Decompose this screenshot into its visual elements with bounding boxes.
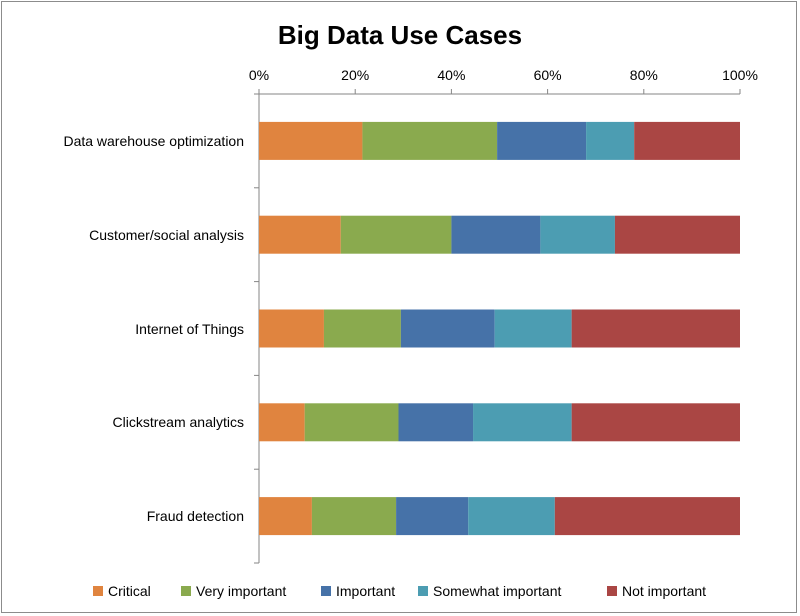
bar-segment-not-important: [614, 215, 740, 254]
legend-item: Somewhat important: [418, 583, 561, 599]
bar-segment-critical: [259, 215, 341, 254]
category-label: Clickstream analytics: [112, 414, 244, 431]
category-label: Fraud detection: [146, 508, 244, 525]
x-tick-label: 20%: [341, 67, 370, 83]
category-label: Data warehouse optimization: [63, 132, 244, 149]
legend-item: Important: [321, 583, 395, 599]
bar-segment-somewhat-important: [494, 309, 572, 348]
bar-segment-not-important: [634, 121, 740, 160]
bar-segment-somewhat-important: [586, 121, 635, 160]
x-tick-label: 100%: [722, 67, 758, 83]
x-tick-label: 60%: [533, 67, 562, 83]
legend-label: Somewhat important: [433, 583, 562, 599]
bar-segment-somewhat-important: [468, 497, 555, 536]
chart-title: Big Data Use Cases: [277, 20, 523, 50]
category-label: Customer/social analysis: [89, 226, 244, 243]
x-tick-label: 80%: [629, 67, 658, 83]
bar-segment-very-important: [323, 309, 401, 348]
bar-segment-important: [451, 215, 541, 254]
category-label: Internet of Things: [135, 320, 244, 337]
bar-segment-critical: [259, 403, 305, 442]
bar-segment-critical: [259, 497, 312, 536]
legend-label: Not important: [622, 583, 707, 599]
bar-segment-not-important: [554, 497, 740, 536]
x-tick-label: 40%: [437, 67, 466, 83]
legend-swatch: [607, 586, 617, 596]
legend-item: Very important: [181, 583, 286, 599]
bar-segment-not-important: [571, 309, 740, 348]
bar-segment-critical: [259, 121, 363, 160]
bar-segment-not-important: [571, 403, 740, 442]
bar-segment-very-important: [311, 497, 397, 536]
legend: Critical Very important Important Somewhat …: [0, 583, 800, 603]
bar-segment-somewhat-important: [473, 403, 572, 442]
bar-segment-very-important: [362, 121, 498, 160]
bar-segment-very-important: [340, 215, 452, 254]
legend-item: Not important: [607, 583, 706, 599]
bar-segment-important: [396, 497, 469, 536]
legend-swatch: [181, 586, 191, 596]
legend-swatch: [321, 586, 331, 596]
bar-segment-important: [497, 121, 587, 160]
bar-segment-very-important: [304, 403, 399, 442]
legend-swatch: [93, 586, 103, 596]
legend-label: Critical: [108, 583, 151, 599]
bar-segment-important: [398, 403, 474, 442]
bar-segment-somewhat-important: [540, 215, 615, 254]
legend-swatch: [418, 586, 428, 596]
legend-label: Important: [336, 583, 396, 599]
legend-label: Very important: [196, 583, 287, 599]
bar-segment-important: [400, 309, 495, 348]
x-tick-label: 0%: [248, 67, 270, 83]
bar-segment-critical: [259, 309, 324, 348]
legend-item: Critical: [93, 583, 151, 599]
